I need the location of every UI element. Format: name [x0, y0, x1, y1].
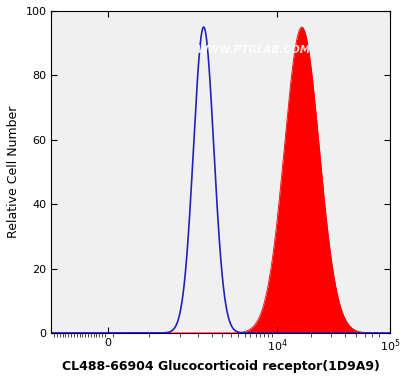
- X-axis label: CL488-66904 Glucocorticoid receptor(1D9A9): CL488-66904 Glucocorticoid receptor(1D9A…: [61, 360, 379, 373]
- Y-axis label: Relative Cell Number: Relative Cell Number: [7, 106, 20, 238]
- Text: WWW.PTGLAB.COM: WWW.PTGLAB.COM: [197, 44, 311, 55]
